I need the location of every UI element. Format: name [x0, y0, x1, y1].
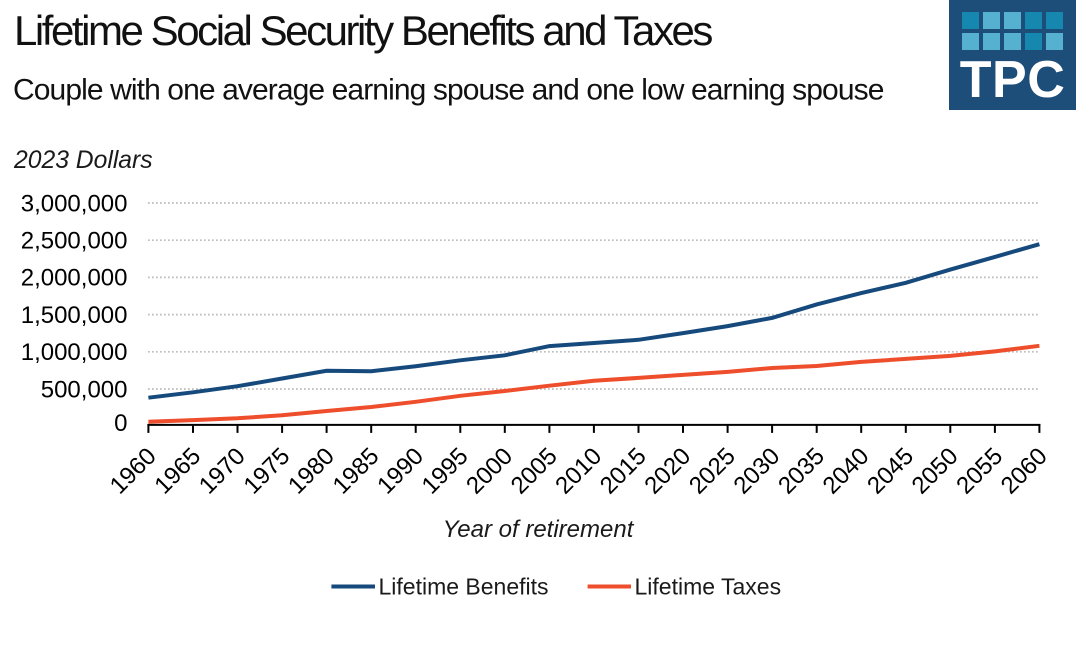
svg-text:1970: 1970: [194, 443, 251, 500]
svg-text:Lifetime Social Security Benef: Lifetime Social Security Benefits and Ta…: [14, 7, 712, 54]
svg-text:1,500,000: 1,500,000: [21, 302, 128, 329]
svg-text:2000: 2000: [461, 443, 518, 500]
svg-text:3,000,000: 3,000,000: [21, 190, 128, 217]
svg-text:1980: 1980: [283, 443, 340, 500]
svg-text:2015: 2015: [595, 443, 652, 500]
svg-text:2,500,000: 2,500,000: [21, 228, 128, 255]
svg-text:0: 0: [114, 410, 127, 437]
svg-text:2045: 2045: [862, 443, 919, 500]
svg-text:2040: 2040: [818, 443, 875, 500]
svg-text:2020: 2020: [639, 443, 696, 500]
svg-text:1965: 1965: [149, 443, 206, 500]
svg-text:2005: 2005: [506, 443, 563, 500]
svg-text:Couple with one average earnin: Couple with one average earning spouse a…: [13, 74, 884, 107]
svg-text:Lifetime Taxes: Lifetime Taxes: [635, 574, 782, 600]
svg-text:2055: 2055: [951, 443, 1008, 500]
svg-text:1960: 1960: [105, 443, 162, 500]
svg-text:2060: 2060: [996, 443, 1053, 500]
svg-text:Year of retirement: Year of retirement: [443, 516, 635, 543]
svg-text:2023 Dollars: 2023 Dollars: [13, 147, 153, 174]
svg-text:1975: 1975: [238, 443, 295, 500]
svg-text:2050: 2050: [907, 443, 964, 500]
svg-text:500,000: 500,000: [41, 376, 128, 403]
svg-text:2,000,000: 2,000,000: [21, 265, 128, 292]
svg-text:Lifetime Benefits: Lifetime Benefits: [379, 574, 549, 600]
svg-text:2030: 2030: [728, 443, 785, 500]
svg-text:2025: 2025: [684, 443, 741, 500]
svg-text:2010: 2010: [550, 443, 607, 500]
svg-text:1,000,000: 1,000,000: [21, 339, 128, 366]
svg-text:1995: 1995: [417, 443, 474, 500]
svg-text:1985: 1985: [328, 443, 385, 500]
svg-text:1990: 1990: [372, 443, 429, 500]
svg-text:2035: 2035: [773, 443, 830, 500]
